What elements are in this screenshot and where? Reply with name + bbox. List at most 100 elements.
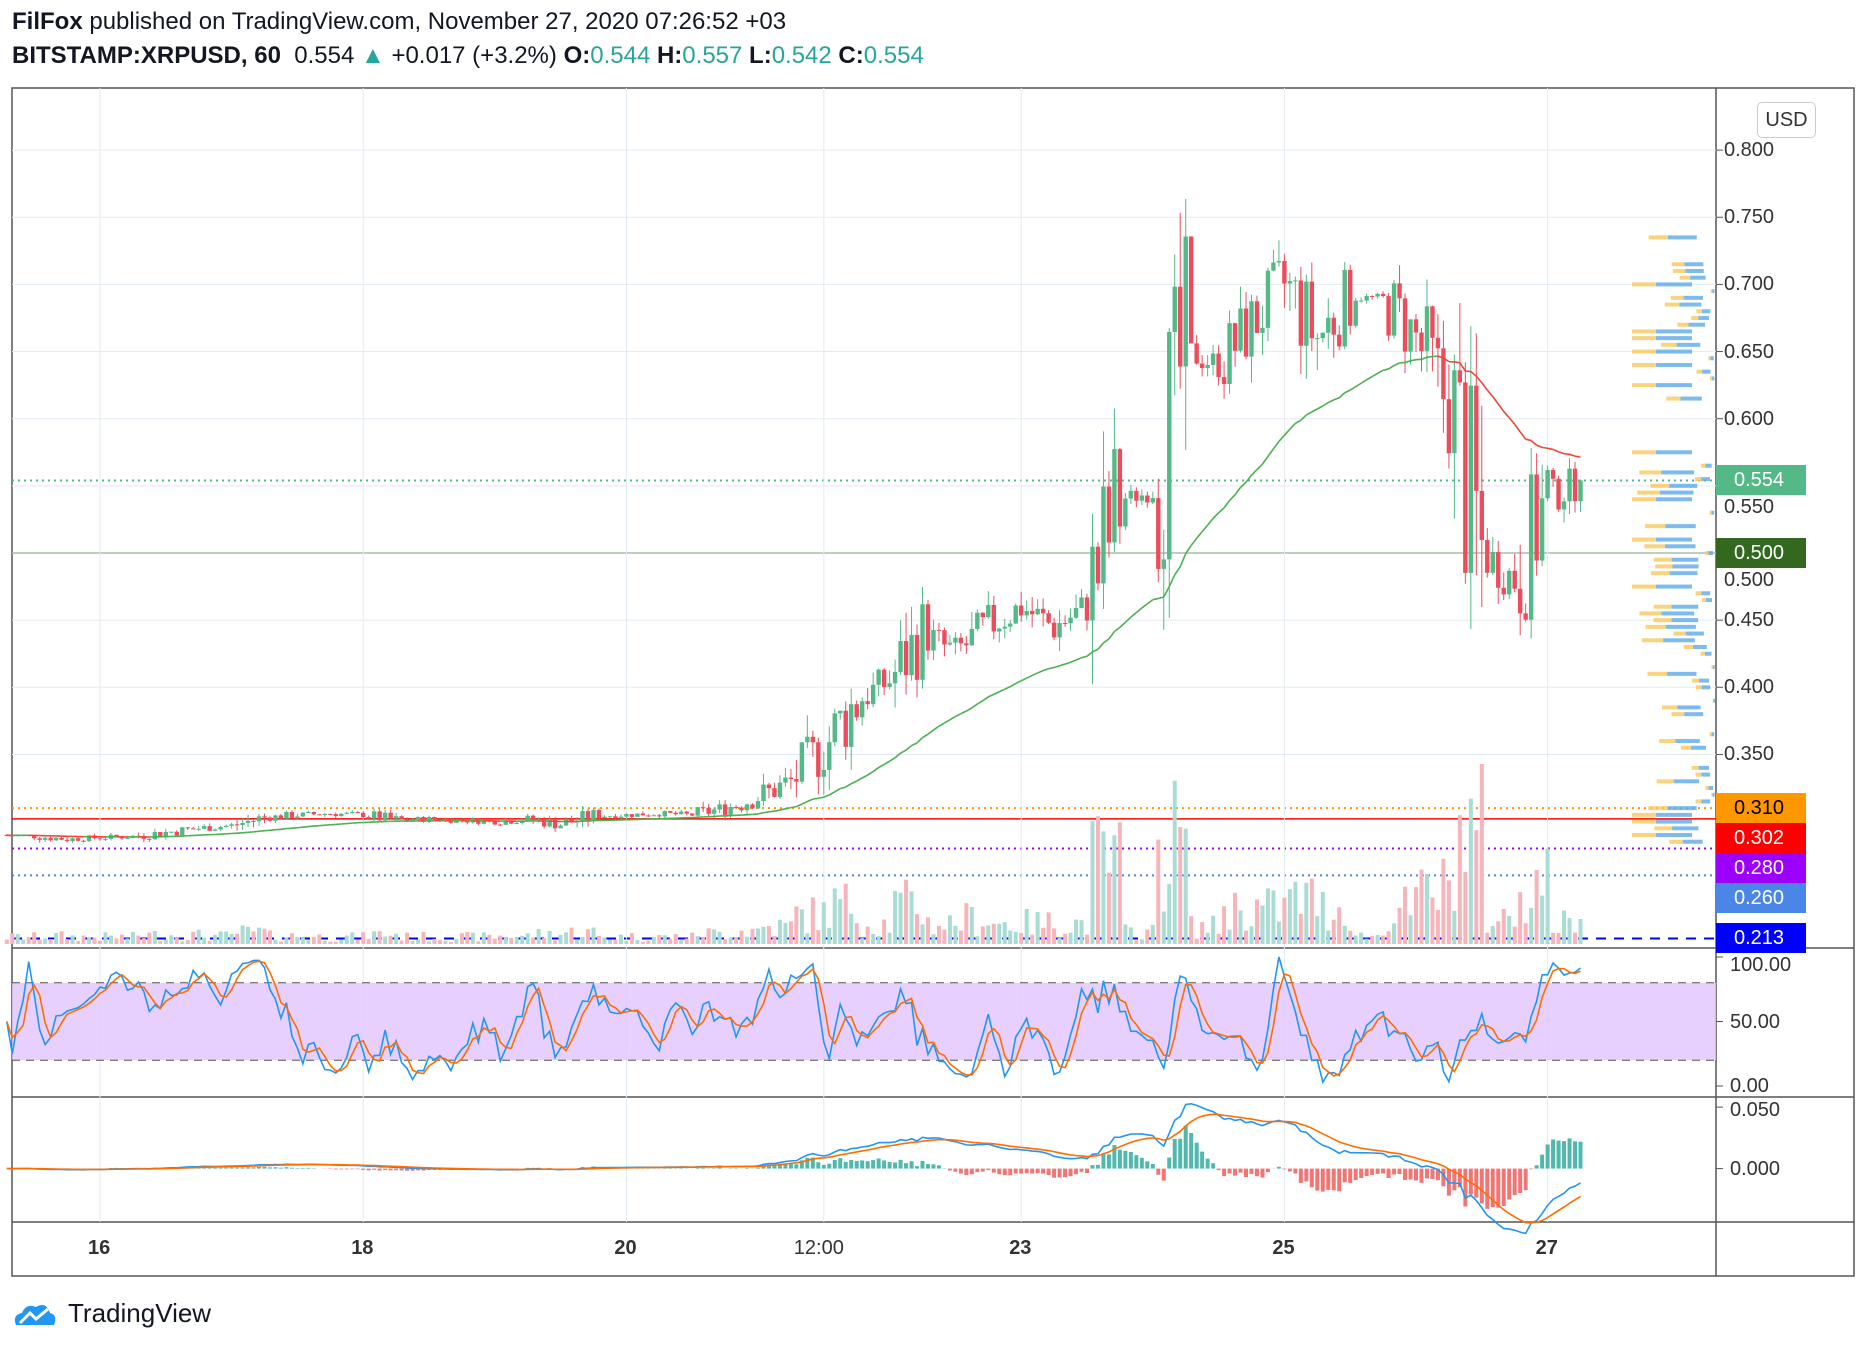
volume-profile-bar — [1691, 315, 1699, 320]
candle-body — [1337, 334, 1342, 347]
volume-profile-bar — [1656, 584, 1692, 589]
volume-profile-bar — [1655, 564, 1673, 569]
macd-histogram-bar — [980, 1168, 985, 1172]
symbol-name[interactable]: BITSTAMP:XRPUSD, 60 — [12, 42, 281, 69]
volume-bar — [1331, 919, 1336, 944]
volume-profile-bar — [1692, 678, 1699, 683]
candle-body — [64, 839, 70, 842]
macd-histogram-bar — [1353, 1168, 1358, 1181]
macd-histogram-bar — [350, 1168, 355, 1170]
candle-body — [1084, 597, 1090, 621]
volume-bar — [701, 937, 706, 944]
volume-profile-bar — [1632, 282, 1656, 287]
volume-bar — [1567, 918, 1572, 944]
moving-average-line — [1442, 357, 1450, 363]
candle-body — [1073, 607, 1079, 618]
volume-bar — [1364, 938, 1369, 944]
macd-histogram-bar — [1573, 1141, 1578, 1169]
macd-histogram-bar — [1200, 1151, 1205, 1169]
candle-body — [936, 630, 942, 632]
volume-bar — [1529, 907, 1534, 944]
candle-body — [262, 816, 267, 818]
tradingview-logo[interactable]: TradingView — [12, 1298, 211, 1329]
candle-body — [854, 704, 859, 718]
moving-average-line — [949, 715, 956, 721]
volume-bar — [421, 932, 426, 944]
volume-profile-bar — [1679, 302, 1702, 307]
currency-button[interactable]: USD — [1757, 102, 1816, 138]
volume-profile-bar — [1679, 275, 1691, 280]
candle-body — [739, 807, 744, 811]
moving-average-line — [1102, 638, 1110, 644]
macd-histogram-bar — [975, 1168, 980, 1173]
moving-average-line — [1097, 642, 1105, 650]
volume-bar — [624, 941, 629, 944]
volume-bar — [1244, 930, 1249, 944]
volume-bar — [613, 939, 618, 944]
candle-body — [1474, 385, 1479, 491]
volume-bar — [26, 937, 31, 944]
candle-body — [470, 818, 476, 823]
candle-body — [267, 817, 273, 821]
moving-average-line — [768, 810, 775, 813]
macd-histogram-bar — [213, 1167, 218, 1169]
moving-average-line — [1525, 438, 1532, 442]
candle-body — [602, 816, 607, 819]
volume-profile-bar — [1650, 483, 1670, 488]
volume-bar — [1320, 892, 1325, 944]
volume-bar — [1030, 934, 1035, 944]
moving-average-line — [845, 783, 852, 788]
moving-average-line — [840, 786, 846, 790]
moving-average-line — [976, 699, 984, 705]
macd-histogram-bar — [1452, 1168, 1457, 1191]
volume-bar — [509, 937, 514, 944]
candle-body — [986, 604, 991, 618]
volume-bar — [377, 931, 382, 944]
macd-histogram-bar — [278, 1167, 283, 1169]
moving-average-line — [1311, 408, 1318, 413]
volume-bar — [766, 926, 771, 944]
candle-body — [903, 641, 909, 676]
volume-bar — [1534, 869, 1539, 944]
moving-average-line — [1113, 626, 1121, 633]
volume-profile-bar — [1632, 812, 1656, 817]
moving-average-line — [1454, 361, 1460, 364]
symbol-legend: BITSTAMP:XRPUSD, 60 0.554 ▲ +0.017 (+3.2… — [12, 42, 924, 70]
author-name[interactable]: FilFox — [12, 8, 83, 35]
volume-bar — [306, 940, 311, 944]
macd-histogram-bar — [1265, 1168, 1270, 1173]
macd-histogram-bar — [1551, 1139, 1556, 1169]
moving-average-line — [1360, 379, 1368, 384]
volume-bar — [1008, 930, 1013, 944]
macd-histogram-bar — [1441, 1168, 1446, 1187]
candle-body — [1249, 301, 1254, 357]
volume-profile-bar — [1701, 799, 1711, 804]
volume-bar — [607, 939, 612, 944]
candle-body — [432, 817, 437, 820]
macd-histogram-bar — [1013, 1168, 1018, 1174]
macd-histogram-bar — [1106, 1154, 1111, 1169]
candle-body — [1216, 353, 1221, 378]
volume-bar — [1205, 932, 1210, 944]
moving-average-line — [1410, 358, 1417, 362]
price-level-tag: 0.213 — [1716, 923, 1806, 953]
candle-body — [733, 807, 739, 809]
candle-body — [339, 813, 344, 817]
volume-bar — [799, 909, 804, 944]
candle-body — [1397, 283, 1402, 299]
moving-average-line — [807, 798, 814, 803]
moving-average-line — [779, 808, 786, 811]
macd-histogram-bar — [1222, 1168, 1227, 1177]
moving-average-line — [790, 805, 797, 809]
volume-bar — [564, 932, 569, 944]
macd-histogram-bar — [909, 1161, 914, 1169]
macd-histogram-bar — [399, 1168, 404, 1171]
moving-average-line — [1272, 440, 1280, 450]
macd-histogram-bar — [1430, 1168, 1435, 1180]
candle-body — [278, 815, 284, 819]
time-tick-label: 18 — [351, 1237, 374, 1259]
candle-body — [1079, 597, 1084, 608]
macd-histogram-bar — [1041, 1168, 1046, 1174]
volume-bar — [350, 932, 355, 944]
